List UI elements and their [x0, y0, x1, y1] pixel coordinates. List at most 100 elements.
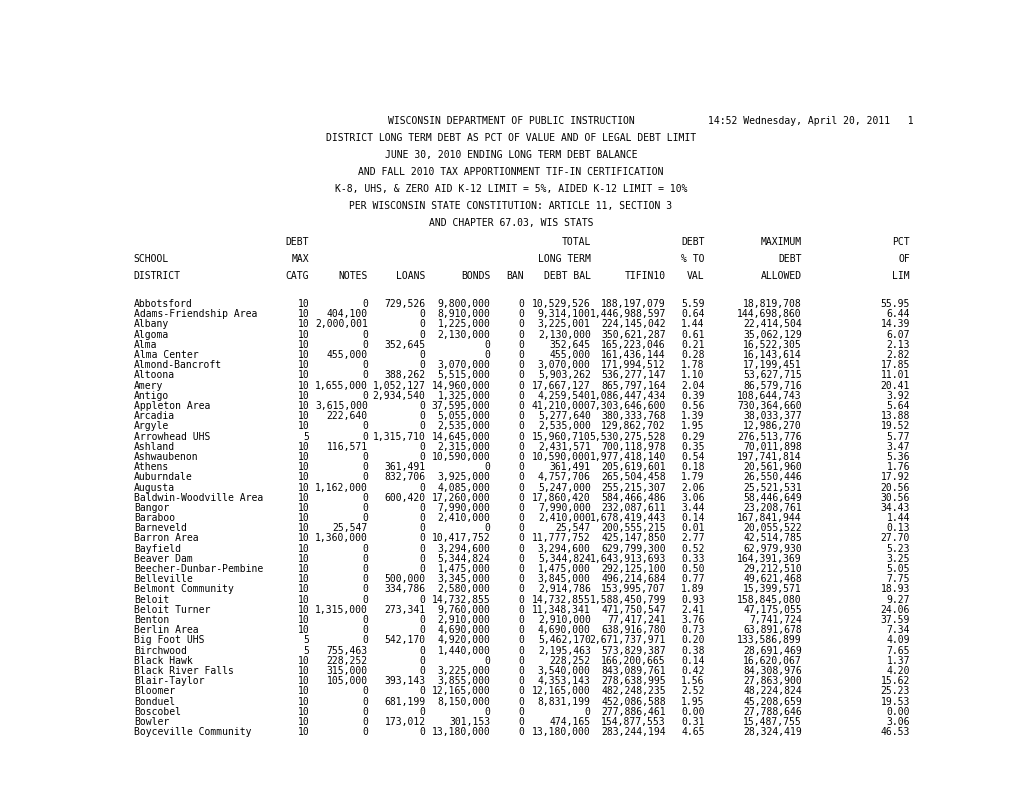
- Text: Bowler: Bowler: [133, 717, 169, 727]
- Text: 0: 0: [362, 544, 368, 554]
- Text: 1,325,000: 1,325,000: [437, 391, 490, 401]
- Text: 1,315,710: 1,315,710: [372, 432, 425, 441]
- Text: 0: 0: [518, 533, 524, 544]
- Text: Barron Area: Barron Area: [133, 533, 199, 544]
- Text: 3,294,600: 3,294,600: [437, 544, 490, 554]
- Text: 301,153: 301,153: [448, 717, 490, 727]
- Text: 5: 5: [303, 645, 309, 656]
- Text: 0.52: 0.52: [681, 544, 704, 554]
- Text: 350,621,287: 350,621,287: [600, 329, 665, 340]
- Text: 0.00: 0.00: [886, 707, 909, 717]
- Text: 41,210,000: 41,210,000: [532, 401, 590, 411]
- Text: 455,000: 455,000: [549, 350, 590, 360]
- Text: 10: 10: [298, 533, 309, 544]
- Text: Bangor: Bangor: [133, 503, 169, 513]
- Text: 1,315,000: 1,315,000: [315, 605, 368, 615]
- Text: 17.85: 17.85: [879, 360, 909, 370]
- Text: 10: 10: [298, 442, 309, 452]
- Text: 0.00: 0.00: [681, 707, 704, 717]
- Text: 129,862,702: 129,862,702: [600, 422, 665, 431]
- Text: 25.23: 25.23: [879, 686, 909, 697]
- Text: 7,990,000: 7,990,000: [537, 503, 590, 513]
- Text: 292,125,100: 292,125,100: [600, 564, 665, 574]
- Text: 3,845,000: 3,845,000: [537, 574, 590, 584]
- Text: 334,786: 334,786: [384, 585, 425, 594]
- Text: 2.13: 2.13: [886, 340, 909, 350]
- Text: 19.53: 19.53: [879, 697, 909, 707]
- Text: 10: 10: [298, 340, 309, 350]
- Text: 20,561,960: 20,561,960: [742, 462, 801, 472]
- Text: 5,462,170: 5,462,170: [537, 635, 590, 645]
- Text: 25,547: 25,547: [555, 523, 590, 533]
- Text: 1.10: 1.10: [681, 370, 704, 381]
- Text: 0: 0: [362, 625, 368, 635]
- Text: 17,667,127: 17,667,127: [532, 381, 590, 391]
- Text: 380,333,768: 380,333,768: [600, 411, 665, 421]
- Text: 0: 0: [518, 340, 524, 350]
- Text: 0: 0: [419, 422, 425, 431]
- Text: 1.56: 1.56: [681, 676, 704, 686]
- Text: 3,225,001: 3,225,001: [537, 319, 590, 329]
- Text: 0: 0: [518, 401, 524, 411]
- Text: 84,308,976: 84,308,976: [742, 666, 801, 676]
- Text: 3,855,000: 3,855,000: [437, 676, 490, 686]
- Text: 388,262: 388,262: [384, 370, 425, 381]
- Text: 0: 0: [362, 707, 368, 717]
- Text: 4,085,000: 4,085,000: [437, 482, 490, 492]
- Text: 7,303,646,600: 7,303,646,600: [589, 401, 665, 411]
- Text: 7.75: 7.75: [886, 574, 909, 584]
- Text: 0: 0: [362, 554, 368, 564]
- Text: 5.23: 5.23: [886, 544, 909, 554]
- Text: 573,829,387: 573,829,387: [600, 645, 665, 656]
- Text: 0: 0: [362, 329, 368, 340]
- Text: 0: 0: [419, 329, 425, 340]
- Text: 10: 10: [298, 309, 309, 319]
- Text: 1.44: 1.44: [886, 513, 909, 523]
- Text: 53,627,715: 53,627,715: [742, 370, 801, 381]
- Text: 273,341: 273,341: [384, 605, 425, 615]
- Text: 14:52 Wednesday, April 20, 2011   1: 14:52 Wednesday, April 20, 2011 1: [708, 116, 913, 126]
- Text: 1.37: 1.37: [886, 656, 909, 666]
- Text: 0: 0: [362, 615, 368, 625]
- Text: Blair-Taylor: Blair-Taylor: [133, 676, 204, 686]
- Text: 10,529,526: 10,529,526: [532, 299, 590, 309]
- Text: 0: 0: [419, 686, 425, 697]
- Text: Bloomer: Bloomer: [133, 686, 175, 697]
- Text: 11.01: 11.01: [879, 370, 909, 381]
- Text: 2,910,000: 2,910,000: [537, 615, 590, 625]
- Text: 0: 0: [419, 727, 425, 737]
- Text: 144,698,860: 144,698,860: [737, 309, 801, 319]
- Text: Birchwood: Birchwood: [133, 645, 186, 656]
- Text: 3.44: 3.44: [681, 503, 704, 513]
- Text: 232,087,611: 232,087,611: [600, 503, 665, 513]
- Text: Appleton Area: Appleton Area: [133, 401, 210, 411]
- Text: 0: 0: [362, 564, 368, 574]
- Text: 10: 10: [298, 523, 309, 533]
- Text: 0: 0: [362, 585, 368, 594]
- Text: 8,150,000: 8,150,000: [437, 697, 490, 707]
- Text: 474,165: 474,165: [549, 717, 590, 727]
- Text: 2.52: 2.52: [681, 686, 704, 697]
- Text: DEBT: DEBT: [285, 237, 309, 247]
- Text: 283,244,194: 283,244,194: [600, 727, 665, 737]
- Text: 1,360,000: 1,360,000: [315, 533, 368, 544]
- Text: 173,012: 173,012: [384, 717, 425, 727]
- Text: Beaver Dam: Beaver Dam: [133, 554, 193, 564]
- Text: 361,491: 361,491: [384, 462, 425, 472]
- Text: Berlin Area: Berlin Area: [133, 625, 199, 635]
- Text: 0: 0: [518, 585, 524, 594]
- Text: 0: 0: [362, 697, 368, 707]
- Text: 4,690,000: 4,690,000: [437, 625, 490, 635]
- Text: 0: 0: [419, 523, 425, 533]
- Text: 0: 0: [518, 645, 524, 656]
- Text: 9,760,000: 9,760,000: [437, 605, 490, 615]
- Text: 0.56: 0.56: [681, 401, 704, 411]
- Text: 0: 0: [362, 462, 368, 472]
- Text: 3.06: 3.06: [886, 717, 909, 727]
- Text: 9,314,100: 9,314,100: [537, 309, 590, 319]
- Text: Alma: Alma: [133, 340, 157, 350]
- Text: 28,691,469: 28,691,469: [742, 645, 801, 656]
- Text: 0: 0: [419, 360, 425, 370]
- Text: 5.59: 5.59: [681, 299, 704, 309]
- Text: 10: 10: [298, 381, 309, 391]
